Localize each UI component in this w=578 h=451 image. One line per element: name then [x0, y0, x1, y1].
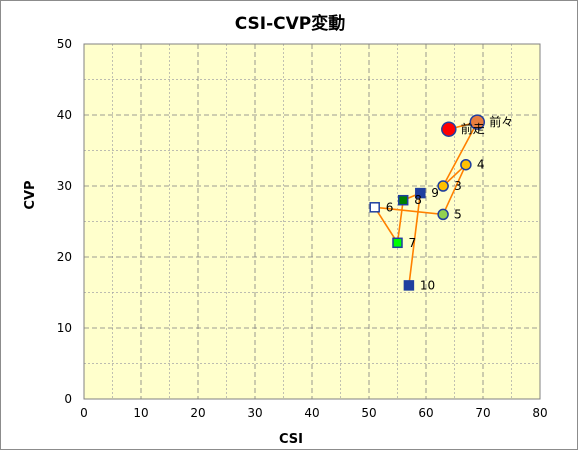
x-tick-label: 10: [133, 406, 148, 420]
data-point-marker: [397, 194, 409, 206]
x-tick-label: 40: [304, 406, 319, 420]
data-point-label: 3: [454, 179, 462, 193]
data-point-label: 9: [431, 186, 439, 200]
data-point-label: 前々: [489, 114, 513, 129]
x-tick-label: 60: [418, 406, 433, 420]
data-point-marker: [392, 237, 403, 249]
data-point-label: 6: [386, 200, 394, 214]
data-point-marker: [369, 202, 380, 213]
x-tick-label: 0: [80, 406, 88, 420]
data-point-marker: [403, 280, 415, 291]
data-points: [369, 114, 486, 291]
data-point-marker: [415, 187, 426, 199]
data-point-label: 5: [454, 207, 462, 221]
x-tick-label: 50: [361, 406, 376, 420]
y-axis-title: CVP: [23, 180, 38, 209]
y-tick-label: 20: [57, 250, 72, 264]
data-point-label: 8: [414, 193, 422, 207]
y-tick-label: 30: [57, 179, 72, 193]
chart-title: CSI-CVP変動: [235, 13, 346, 34]
y-tick-label: 40: [57, 108, 72, 122]
data-point-marker: [437, 180, 449, 192]
y-tick-label: 50: [57, 37, 72, 51]
plot-border: [83, 43, 541, 400]
data-point-label: 4: [477, 158, 485, 172]
series-line: [373, 120, 479, 286]
x-tick-label: 30: [247, 406, 262, 420]
data-point-marker: [437, 208, 449, 221]
y-tick-label: 0: [64, 392, 72, 406]
y-tick-label: 10: [57, 321, 72, 335]
data-point-marker: [441, 121, 457, 137]
data-point-label: 10: [420, 278, 435, 292]
x-tick-label: 20: [190, 406, 205, 420]
axis-ticks: 0 10 20 30 40 50 60 70 80 0 10 20 30 40 50: [57, 37, 548, 420]
x-axis-title: CSI: [279, 432, 303, 447]
series-polyline: [373, 120, 479, 286]
x-tick-label: 70: [475, 406, 490, 420]
data-point-label: 7: [409, 236, 417, 250]
data-point-label: 前走: [461, 121, 485, 136]
data-point-marker: [469, 114, 486, 130]
x-tick-label: 80: [532, 406, 547, 420]
data-point-marker: [460, 158, 472, 171]
